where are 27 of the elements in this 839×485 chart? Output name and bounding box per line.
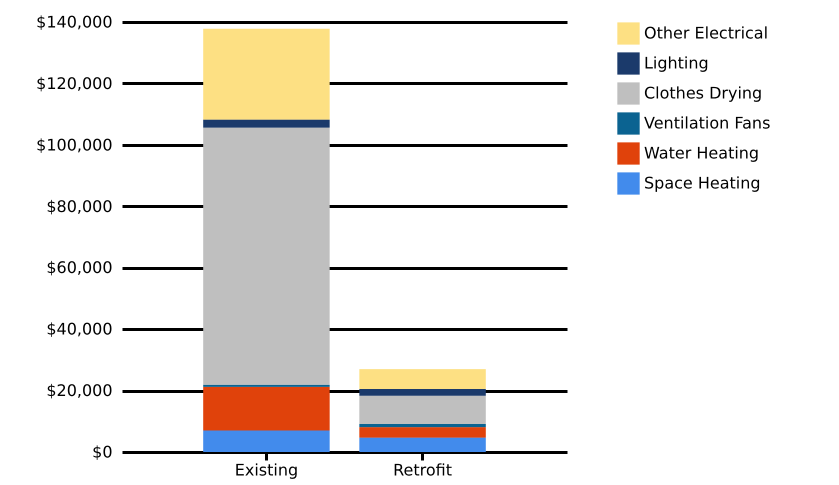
y-tick-label: $20,000 — [46, 381, 112, 400]
bar — [203, 28, 330, 120]
bar — [359, 369, 486, 390]
y-tick-label: $120,000 — [36, 74, 112, 93]
legend-label: Other Electrical — [644, 24, 768, 42]
y-tick-label: $60,000 — [46, 258, 112, 278]
y-tick-label: $140,000 — [36, 12, 112, 32]
y-tick-label: $0 — [92, 442, 112, 462]
bar — [359, 424, 486, 428]
bar — [359, 427, 486, 438]
bar — [203, 120, 330, 128]
legend-label: Clothes Drying — [644, 84, 762, 102]
bar — [203, 430, 330, 452]
bar — [203, 386, 330, 430]
bar — [359, 389, 486, 396]
legend-label: Lighting — [644, 54, 709, 72]
x-tick-label: Existing — [234, 460, 298, 480]
legend-label: Space Heating — [644, 174, 761, 192]
legend-label: Ventilation Fans — [644, 114, 770, 132]
x-tick-label: Retrofit — [393, 460, 452, 480]
y-tick-label: $80,000 — [46, 196, 112, 216]
bar — [359, 396, 486, 424]
bar — [359, 438, 486, 452]
y-tick-label: $40,000 — [46, 320, 112, 339]
legend-label: Water Heating — [644, 144, 760, 162]
bar — [203, 128, 330, 385]
y-tick-label: $100,000 — [36, 135, 112, 154]
